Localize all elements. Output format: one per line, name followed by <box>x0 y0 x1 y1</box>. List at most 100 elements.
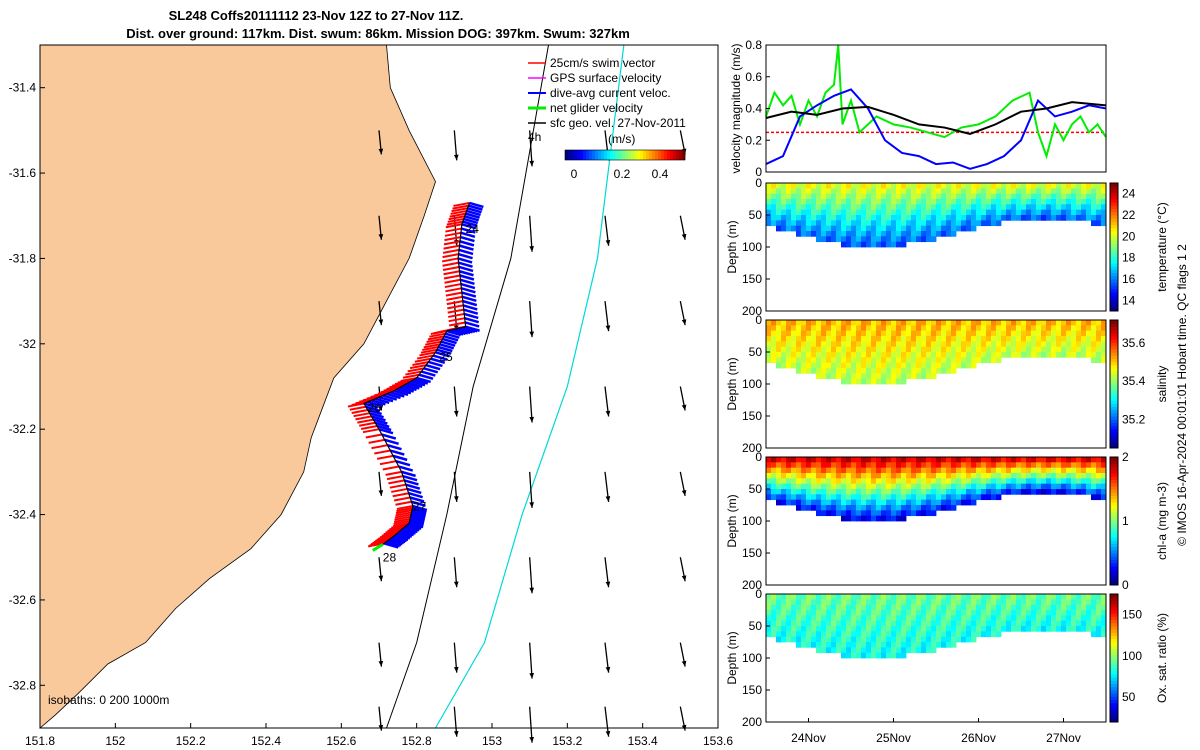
heatmap-cell <box>806 220 812 227</box>
heatmap-cell <box>921 462 927 469</box>
heatmap-cell <box>941 615 947 622</box>
heatmap-cell <box>831 183 837 189</box>
swim-vector <box>382 465 399 471</box>
heatmap-cell <box>936 336 942 342</box>
heatmap-cell <box>946 215 952 221</box>
dive-current-vector <box>460 231 476 239</box>
heatmap-cell <box>851 209 857 216</box>
heatmap-cell <box>921 594 927 600</box>
heatmap-cell <box>1031 346 1037 353</box>
heatmap-cell <box>1016 341 1022 348</box>
heatmap-cell <box>931 604 937 611</box>
colorbar-cell <box>1110 635 1118 640</box>
heatmap-cell <box>911 362 917 369</box>
dive-current-vector <box>406 523 422 530</box>
heatmap-cell <box>966 594 972 600</box>
colorbar-cell <box>1110 696 1118 701</box>
heatmap-cell <box>886 357 892 364</box>
heatmap-cell <box>851 352 857 358</box>
heatmap-cell <box>916 620 922 627</box>
heatmap-cell <box>946 362 952 369</box>
heatmap-cell <box>896 352 902 358</box>
isobaths <box>386 44 625 729</box>
heatmap-cell <box>961 599 967 606</box>
heatmap-cell <box>796 610 802 616</box>
heatmap-cell <box>976 199 982 205</box>
heatmap-cell <box>1021 489 1027 495</box>
heatmap-cell <box>916 462 922 469</box>
heatmap-cell <box>931 642 937 648</box>
heatmap-cell <box>866 626 872 632</box>
colorbar-cell <box>637 150 641 160</box>
heatmap-cell <box>1021 626 1027 632</box>
heatmap-cell <box>1061 209 1067 216</box>
swim-vector <box>393 496 411 502</box>
y-tick-label: -32.4 <box>9 508 37 522</box>
heatmap-cell <box>926 199 932 205</box>
heatmap-cell <box>796 473 802 479</box>
heatmap-cell <box>971 636 977 643</box>
colorbar-cell <box>1110 208 1118 213</box>
colorbar-cell <box>1110 610 1118 614</box>
heatmap-cell <box>781 631 787 638</box>
heatmap-cell <box>921 336 927 342</box>
heatmap-cell <box>951 631 957 638</box>
heatmap-cell <box>1001 610 1007 616</box>
heatmap-cell <box>901 320 907 326</box>
swim-vector <box>420 348 438 354</box>
heatmap-cell <box>1001 183 1007 189</box>
colorbar-cell <box>1110 664 1118 669</box>
heatmap-cell <box>826 199 832 205</box>
heatmap-cell <box>876 378 882 385</box>
heatmap-cell <box>771 489 777 495</box>
heatmap-cell <box>966 626 972 632</box>
colorbar-cell <box>1110 693 1118 697</box>
heatmap-cell <box>821 188 827 195</box>
heatmap-cell <box>791 631 797 638</box>
heatmap-cell <box>776 352 782 358</box>
heatmap-cell <box>1041 188 1047 195</box>
dive-current-vector <box>411 509 427 516</box>
heatmap-cell <box>991 457 997 463</box>
heatmap-cell <box>931 188 937 195</box>
heatmap-cell <box>986 204 992 211</box>
heatmap-cell <box>1026 615 1032 622</box>
dive-current-vector <box>409 519 424 527</box>
dive-current-vector <box>458 252 473 260</box>
heatmap-cell <box>941 199 947 205</box>
heatmap-cell <box>886 215 892 221</box>
heatmap-cell <box>851 626 857 632</box>
y-tick-label: 50 <box>749 619 763 633</box>
heatmap-cell <box>991 204 997 211</box>
heatmap-cell <box>876 615 882 622</box>
heatmap-cell <box>776 209 782 216</box>
heatmap-cell <box>1061 346 1067 353</box>
heatmap-cell <box>806 209 812 216</box>
heatmap-cell <box>946 631 952 638</box>
heatmap-cell <box>826 183 832 189</box>
heatmap-cell <box>891 204 897 211</box>
heatmap-cell <box>936 325 942 332</box>
dive-current-vector <box>395 533 411 540</box>
heatmap-cell <box>896 362 902 369</box>
heatmap-cell <box>1046 330 1052 337</box>
heatmap-cell <box>936 636 942 643</box>
heatmap-cell <box>1011 193 1017 200</box>
heatmap-cell <box>916 636 922 643</box>
heatmap-cell <box>911 336 917 342</box>
heatmap-cell <box>811 636 817 643</box>
heatmap-cell <box>876 594 882 600</box>
dive-current-vector <box>462 304 478 311</box>
heatmap-cell <box>901 220 907 227</box>
heatmap-cell <box>991 346 997 353</box>
heatmap-cell <box>956 631 962 638</box>
heatmap-cell <box>1071 604 1077 611</box>
heatmap-cell <box>1051 325 1057 332</box>
heatmap-cell <box>1001 626 1007 632</box>
heatmap-cell <box>966 620 972 627</box>
dive-current-vector <box>463 312 479 320</box>
heatmap-cell <box>1086 599 1092 606</box>
dive-current-vector <box>406 487 422 495</box>
heatmap-cell <box>1026 325 1032 332</box>
heatmap-cell <box>1096 199 1102 205</box>
